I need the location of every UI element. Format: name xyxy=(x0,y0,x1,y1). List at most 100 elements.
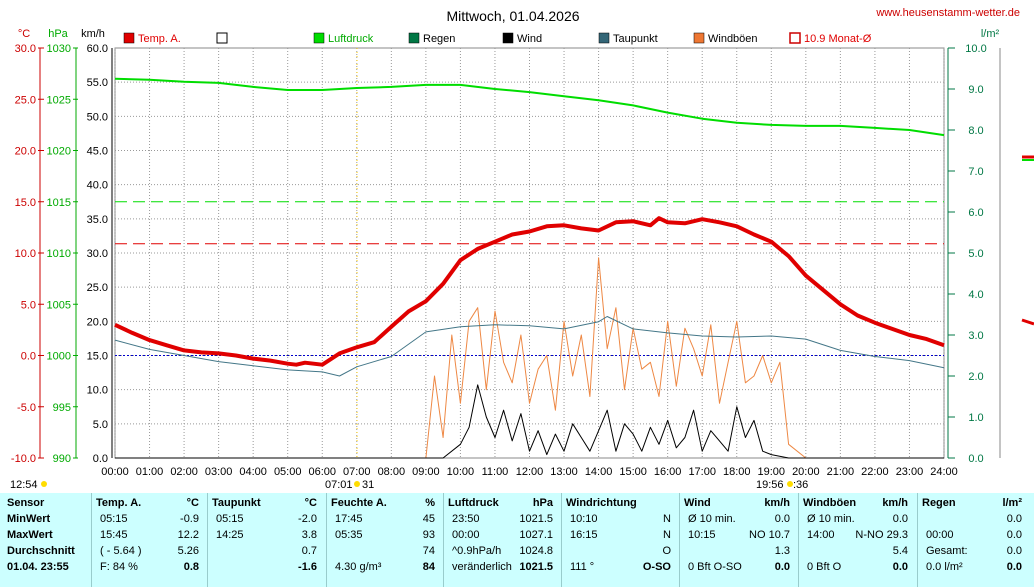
cell-label: 00:00 xyxy=(452,529,480,541)
cell-label: 10:15 xyxy=(688,529,716,541)
cell-label: Ø 10 min. xyxy=(688,513,736,525)
sunset-label-rest: :36 xyxy=(793,479,808,491)
weather-chart: 00:00 01:00 02:00 03:00 04:00 05:00 06:00 07:00… xyxy=(10,7,1034,491)
cell-label: 4.30 g/m³ xyxy=(335,561,382,573)
temp-tick-label: 0.0 xyxy=(21,351,36,363)
temp-tick-label: -10.0 xyxy=(11,453,36,465)
cell-value: 0.0 xyxy=(892,513,908,525)
cell-label: 05:15 xyxy=(216,513,244,525)
rain-tick-label: 7.0 xyxy=(968,166,983,178)
x-tick-label: 12:00 xyxy=(516,466,544,478)
wind-tick-label: 5.0 xyxy=(93,419,108,431)
x-tick-label: 09:00 xyxy=(412,466,440,478)
x-tick-label: 16:00 xyxy=(654,466,682,478)
x-tick-label: 08:00 xyxy=(378,466,406,478)
cell-label: 16:15 xyxy=(570,529,598,541)
column-unit: l/m² xyxy=(1002,497,1022,509)
cell-value: 0.0 xyxy=(1006,561,1022,573)
temp-tick-label: 5.0 xyxy=(21,299,36,311)
legend-label: Regen xyxy=(423,33,455,45)
x-tick-label: 20:00 xyxy=(792,466,820,478)
cell-value: 1021.5 xyxy=(519,561,553,573)
column-header: Regen xyxy=(922,497,956,509)
cell-value: N-NO 29.3 xyxy=(855,529,908,541)
website-label[interactable]: www.heusenstamm-wetter.de xyxy=(875,7,1020,19)
cell-value: 0.0 xyxy=(774,561,790,573)
temp-unit-label: °C xyxy=(18,28,30,40)
x-tick-label: 13:00 xyxy=(550,466,578,478)
column-unit: km/h xyxy=(882,497,908,509)
x-tick-label: 18:00 xyxy=(723,466,751,478)
x-tick-label: 24:00 xyxy=(930,466,958,478)
x-tick-label: 05:00 xyxy=(274,466,302,478)
wind-tick-label: 15.0 xyxy=(87,351,108,363)
row-label: MaxWert xyxy=(7,529,53,541)
wind-tick-label: 50.0 xyxy=(87,111,108,123)
legend-item: Windböen xyxy=(693,32,758,45)
cell-label: 15:45 xyxy=(100,529,128,541)
wind-tick-label: 55.0 xyxy=(87,77,108,89)
rain-tick-label: 2.0 xyxy=(968,371,983,383)
cell-value: N xyxy=(663,529,671,541)
table-column xyxy=(679,493,795,587)
column-header: Wind xyxy=(684,497,711,509)
legend-swatch xyxy=(123,32,135,44)
legend-swatch xyxy=(408,32,420,44)
sunset-icon xyxy=(787,481,793,487)
wind-tick-label: 30.0 xyxy=(87,248,108,260)
cell-value: 1.3 xyxy=(774,545,790,557)
x-tick-label: 07:00 xyxy=(343,466,371,478)
temp-stub-2 xyxy=(1021,318,1034,326)
column-unit: km/h xyxy=(764,497,790,509)
cell-value: N xyxy=(663,513,671,525)
column-unit: % xyxy=(425,497,435,509)
table-column xyxy=(917,493,1033,587)
cell-value: 45 xyxy=(422,513,435,525)
chart-series xyxy=(114,77,1034,459)
rain-tick-label: 3.0 xyxy=(968,330,983,342)
column-header: Taupunkt xyxy=(212,497,261,509)
legend-label: Windböen xyxy=(708,33,758,45)
column-unit: °C xyxy=(186,497,199,509)
x-tick-label: 10:00 xyxy=(447,466,475,478)
wind-tick-label: 35.0 xyxy=(87,214,108,226)
pressure-tick-label: 1025 xyxy=(47,94,71,106)
x-tick-label: 01:00 xyxy=(136,466,164,478)
cell-value: 5.26 xyxy=(177,545,199,557)
cell-label: 14:00 xyxy=(807,529,835,541)
row-label: MinWert xyxy=(7,513,51,525)
cell-value: 1021.5 xyxy=(519,513,553,525)
row-label: Sensor xyxy=(7,497,45,509)
temp-tick-label: 20.0 xyxy=(15,146,36,158)
table-column xyxy=(326,493,441,587)
legend-item: 10.9 Monat-Ø xyxy=(789,32,872,45)
column-header: Windböen xyxy=(803,497,857,509)
cell-value: 0.0 xyxy=(892,561,908,573)
legend-label: Temp. A. xyxy=(138,33,181,45)
cell-label: 0 Bft O-SO xyxy=(688,561,742,573)
cell-label: 17:45 xyxy=(335,513,363,525)
sunrise-label-rest: 31 xyxy=(362,479,374,491)
cell-value: 3.8 xyxy=(301,529,317,541)
legend-item xyxy=(216,32,228,44)
sunrise-label: 07:01 xyxy=(325,479,353,491)
cell-value: 0.0 xyxy=(1006,529,1022,541)
pressure-tick-label: 1020 xyxy=(47,146,71,158)
cell-value: NO 10.7 xyxy=(749,529,790,541)
cell-label: 00:00 xyxy=(926,529,954,541)
sunset-label: 19:56 xyxy=(756,479,784,491)
temp-tick-label: 10.0 xyxy=(15,248,36,260)
rain-unit-label: l/m² xyxy=(981,28,1000,40)
legend-label: 10.9 Monat-Ø xyxy=(804,33,872,45)
cell-label: Gesamt: xyxy=(926,545,968,557)
pressure-unit-label: hPa xyxy=(48,28,68,40)
column-unit: hPa xyxy=(532,497,553,509)
legend-swatch xyxy=(502,32,514,44)
column-header: Luftdruck xyxy=(448,497,499,509)
cell-label: 05:15 xyxy=(100,513,128,525)
column-unit: °C xyxy=(304,497,317,509)
cell-value: 12.2 xyxy=(177,529,199,541)
column-header: Feuchte A. xyxy=(331,497,387,509)
legend-label: Taupunkt xyxy=(613,33,658,45)
wind-tick-label: 10.0 xyxy=(87,385,108,397)
